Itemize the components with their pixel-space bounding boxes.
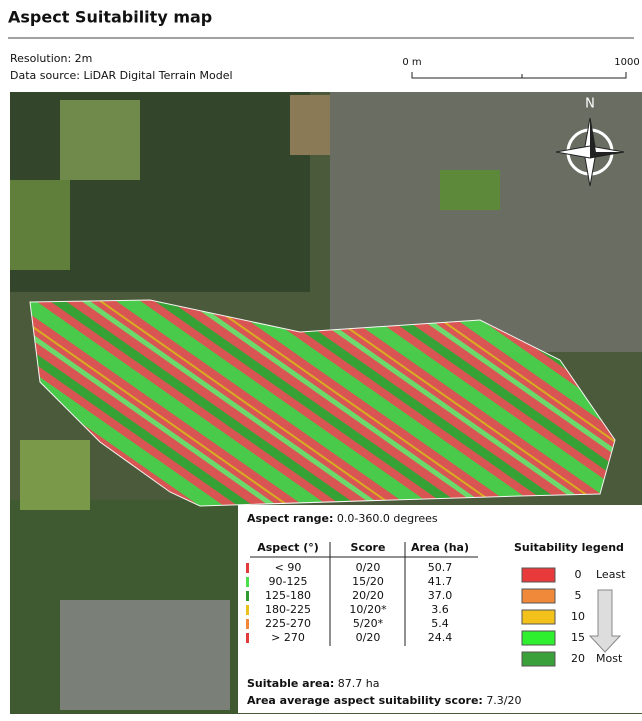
table-cell: 5/20* [353,617,384,630]
compass: N [555,97,625,187]
legend-swatch [521,630,556,646]
table-cell: 125-180 [265,589,311,602]
resolution: Resolution: 2m [10,52,92,65]
scale-bar [411,72,627,79]
data-source: Data source: LiDAR Digital Terrain Model [10,69,233,82]
scale-start: 0 m [402,57,421,68]
legend-value: 20 [571,652,585,665]
legend-title: Suitability legend [514,541,624,554]
table-header: Area (ha) [411,541,469,554]
row-swatch [246,577,249,587]
table-cell: 24.4 [428,631,453,644]
legend-swatch [521,588,556,604]
row-swatch [246,563,249,573]
table-cell: 20/20 [352,589,384,602]
table-cell: 50.7 [428,561,453,574]
row-swatch [246,591,249,601]
table-cell: 10/20* [349,603,387,616]
table-header: Score [351,541,386,554]
table-cell: 15/20 [352,575,384,588]
average-score: Area average aspect suitability score: 7… [247,694,522,707]
legend-note: Most [596,652,623,665]
north-label: N [585,97,595,112]
table-cell: 41.7 [428,575,453,588]
table-header: Aspect (°) [257,541,319,554]
aspect-range-value: 0.0-360.0 degrees [337,512,438,525]
table-cell: 5.4 [431,617,449,630]
table-cell: 90-125 [269,575,308,588]
suitable-area: Suitable area: 87.7 ha [247,677,379,690]
scale-end: 1000 [614,57,639,68]
table-cell: 0/20 [356,561,381,574]
legend-value: 10 [571,610,585,623]
suitability-area [29,299,616,507]
legend-note: Least [596,568,626,581]
table-cell: 3.6 [431,603,449,616]
info-panel [238,505,642,713]
table-cell: 0/20 [356,631,381,644]
average-score-value: 7.3/20 [486,694,521,707]
row-swatch [246,605,249,615]
row-swatch [246,619,249,629]
legend-arrow [588,589,622,653]
table-cell: < 90 [275,561,302,574]
suitable-area-label: Suitable area: [247,677,334,690]
table-cell: 225-270 [265,617,311,630]
table-cell: 180-225 [265,603,311,616]
legend-value: 0 [575,568,582,581]
legend-swatch [521,651,556,667]
aspect-range-label: Aspect range: [247,512,333,525]
legend-value: 15 [571,631,585,644]
legend-value: 5 [575,589,582,602]
legend-swatch [521,567,556,583]
average-score-label: Area average aspect suitability score: [247,694,483,707]
legend-swatch [521,609,556,625]
table-cell: 37.0 [428,589,453,602]
suitable-area-value: 87.7 ha [338,677,380,690]
aspect-range: Aspect range: 0.0-360.0 degrees [247,512,438,525]
title: Aspect Suitability map [8,8,212,27]
row-swatch [246,633,249,643]
table-cell: > 270 [271,631,305,644]
